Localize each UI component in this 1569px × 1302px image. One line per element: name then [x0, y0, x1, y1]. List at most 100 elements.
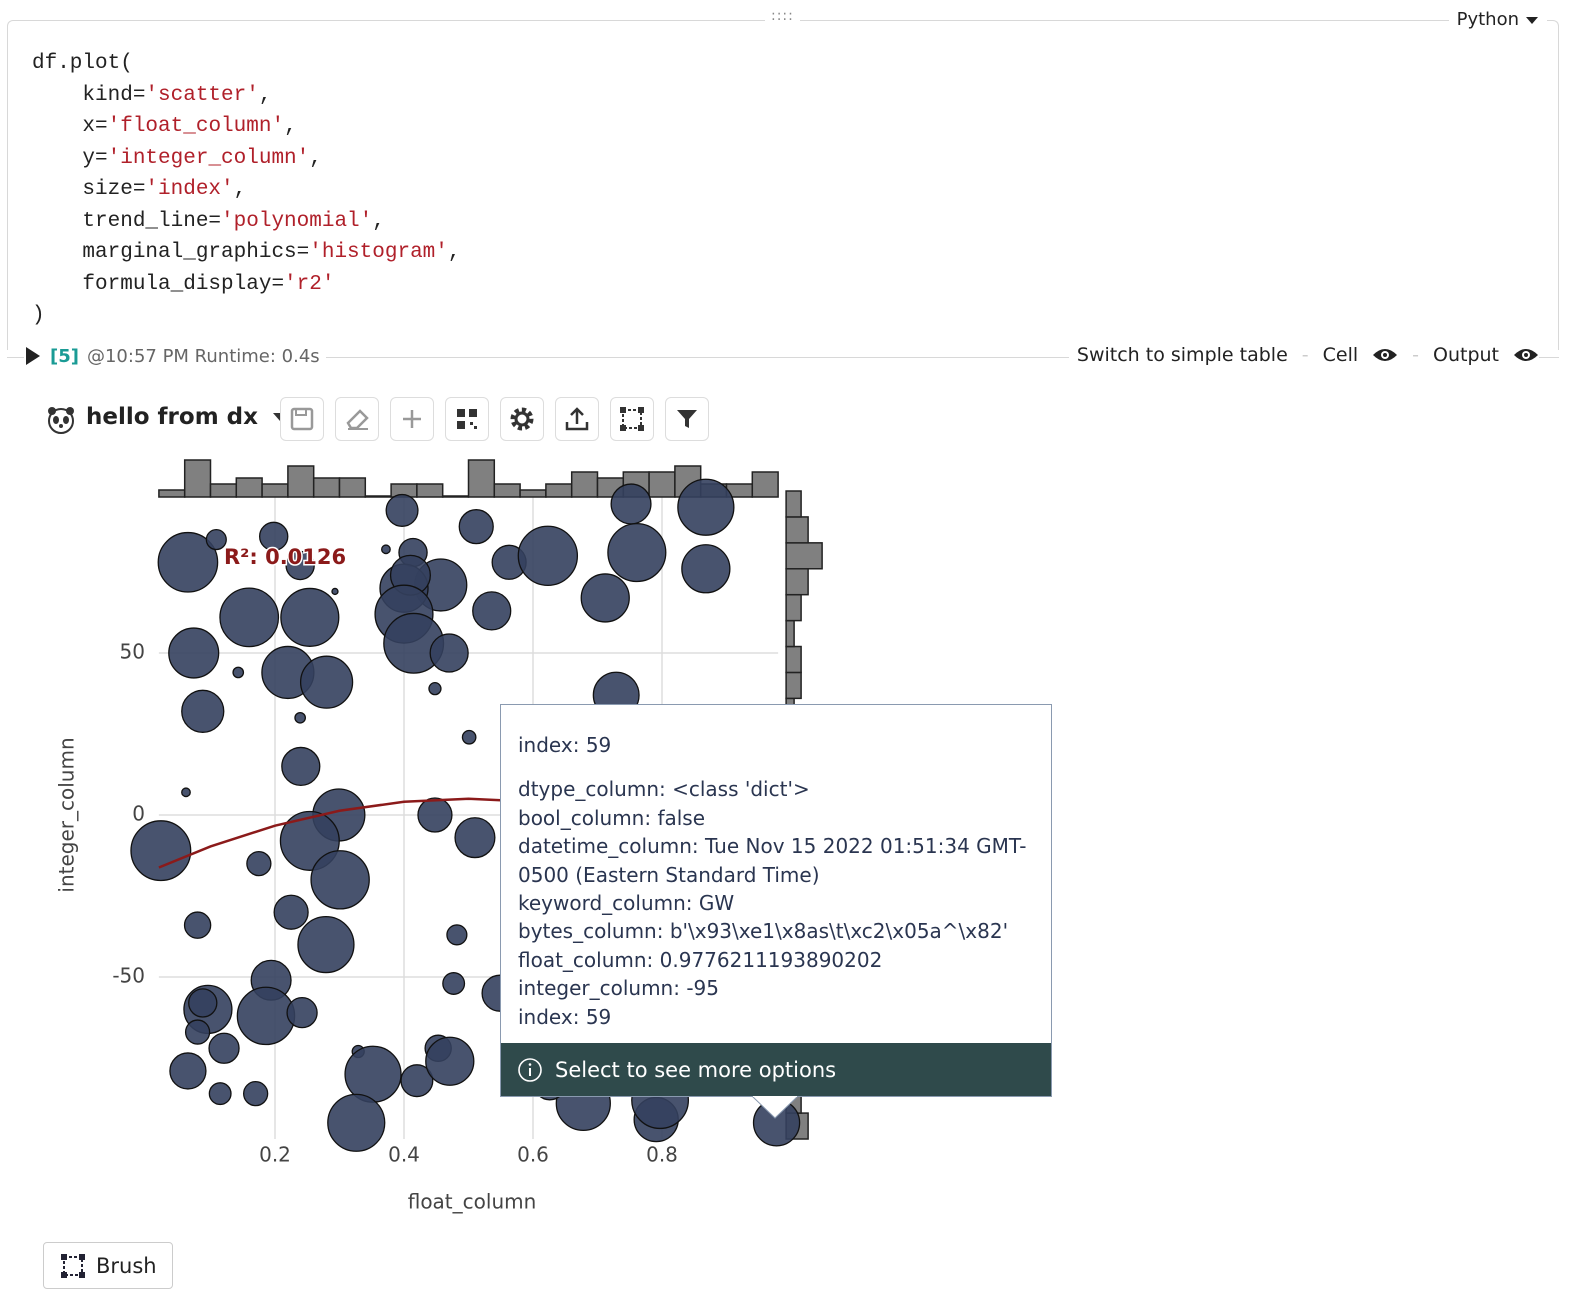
- code-token: 'float_column': [107, 115, 285, 138]
- bubble: [208, 1032, 240, 1064]
- bubble: [517, 525, 579, 586]
- histogram-bar: [235, 477, 263, 498]
- view-name: hello from dx: [86, 404, 258, 430]
- x-tick-label: 0.4: [388, 1143, 420, 1167]
- eye-icon[interactable]: [1513, 346, 1539, 364]
- tooltip-line: bool_column: false: [518, 805, 706, 830]
- histogram-bar: [467, 459, 496, 498]
- exec-count: [5]: [50, 345, 79, 367]
- code-line: formula_display='r2': [32, 269, 460, 301]
- bubble: [184, 1019, 211, 1045]
- histogram-bar: [287, 465, 315, 498]
- x-tick-label: 0.2: [259, 1143, 291, 1167]
- bubble: [429, 633, 469, 673]
- code-line: trend_line='polynomial',: [32, 206, 460, 238]
- brush-tool-button[interactable]: [610, 397, 654, 441]
- bubble: [417, 797, 453, 833]
- code-token: ,: [284, 115, 297, 138]
- bubble: [281, 746, 321, 787]
- bubble: [157, 531, 219, 593]
- add-button[interactable]: [390, 397, 434, 441]
- histogram-bar: [785, 568, 809, 596]
- y-axis-label: integer_column: [55, 737, 79, 892]
- code-line: marginal_graphics='histogram',: [32, 237, 460, 269]
- eye-icon[interactable]: [1372, 346, 1398, 364]
- bubble: [681, 544, 731, 594]
- tooltip-line: dtype_column: <class 'dict'>: [518, 777, 810, 802]
- bubble: [381, 544, 391, 555]
- bubble: [219, 587, 280, 648]
- bubble: [400, 1064, 434, 1098]
- bubble: [168, 627, 220, 679]
- histogram-bar: [364, 495, 392, 498]
- bubble: [331, 587, 339, 596]
- bubble: [442, 972, 466, 995]
- export-button[interactable]: [555, 397, 599, 441]
- exec-time: @10:57 PM Runtime: 0.4s: [86, 345, 320, 367]
- y-tick-label: -50: [112, 964, 145, 988]
- bubble: [246, 850, 272, 877]
- x-axis-label: float_column: [408, 1190, 537, 1214]
- code-token: df.plot(: [32, 52, 133, 75]
- code-token: ,: [447, 241, 461, 264]
- histogram-bar: [785, 619, 795, 648]
- language: Python: [1456, 9, 1519, 30]
- divider: [7, 357, 1559, 358]
- code-token: x=: [32, 115, 108, 138]
- bubble: [208, 1082, 232, 1106]
- bubble: [258, 521, 289, 552]
- histogram-bar: [441, 495, 470, 498]
- tooltip-line: datetime_column: Tue Nov 15 2022 01:51:3…: [518, 834, 1027, 887]
- bubble: [286, 996, 318, 1029]
- bubble: [580, 573, 630, 623]
- bubble: [232, 666, 245, 679]
- cell-toggle[interactable]: Cell: [1322, 344, 1359, 366]
- code-token: kind=: [32, 83, 146, 107]
- bubble: [297, 915, 355, 974]
- tooltip-pointer: [752, 1096, 798, 1119]
- x-tick-label: 0.8: [646, 1143, 678, 1167]
- code-token: ,: [233, 178, 247, 201]
- qr-button[interactable]: [445, 397, 489, 441]
- histogram-bar: [158, 489, 186, 498]
- save-button[interactable]: [280, 397, 324, 441]
- bubble: [458, 509, 494, 545]
- code[interactable]: df.plot( kind='scatter', x='float_column…: [32, 48, 460, 332]
- bubble: [607, 522, 667, 583]
- bubble: [183, 911, 212, 939]
- bubble: [385, 493, 419, 527]
- switch-table[interactable]: Switch to simple table: [1076, 344, 1288, 366]
- run-button[interactable]: [24, 346, 42, 366]
- histogram-bar: [785, 593, 802, 622]
- output-toggle[interactable]: Output: [1433, 344, 1499, 366]
- code-line: x='float_column',: [32, 111, 460, 143]
- bubble: [181, 689, 225, 733]
- tooltip: index: 59 dtype_column: <class 'dict'> boo…: [500, 704, 1052, 1097]
- bubble: [273, 894, 309, 930]
- output-controls: Switch to simple table - Cell - Output: [1068, 344, 1539, 366]
- brush-button[interactable]: Brush: [43, 1242, 173, 1289]
- info-icon: [518, 1057, 542, 1082]
- drag-handle[interactable]: ::::: [765, 8, 800, 24]
- histogram-bar: [209, 483, 238, 498]
- view-title[interactable]: hello from dx: [86, 404, 288, 430]
- bubble: [677, 478, 735, 536]
- histogram-bar: [519, 489, 547, 498]
- erase-button[interactable]: [335, 397, 379, 441]
- language-select[interactable]: Python: [1448, 9, 1547, 30]
- histogram-bar: [785, 516, 809, 544]
- tooltip-line: index: 59: [518, 1004, 612, 1029]
- tooltip-footer[interactable]: Select to see more options: [501, 1043, 1051, 1096]
- filter-button[interactable]: [665, 397, 709, 441]
- code-token: 'index': [145, 178, 234, 201]
- code-token: ,: [309, 146, 322, 170]
- histogram-bar: [785, 542, 823, 570]
- settings-button[interactable]: [500, 397, 544, 441]
- code-token: ,: [258, 83, 272, 107]
- histogram-bar: [751, 471, 779, 498]
- bubble: [188, 988, 218, 1018]
- histogram-bar: [493, 483, 521, 498]
- panda-icon: [48, 407, 74, 434]
- code-token: size=: [32, 178, 146, 201]
